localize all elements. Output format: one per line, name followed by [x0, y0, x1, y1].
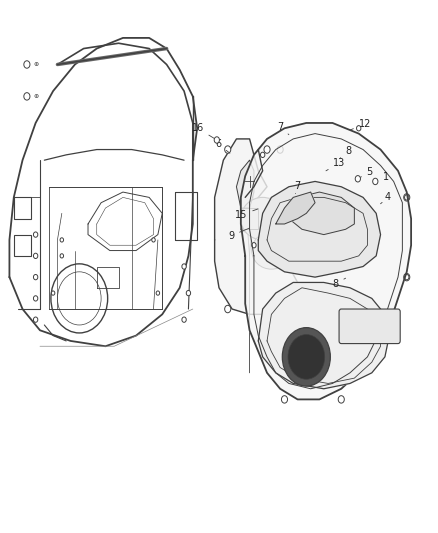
- Text: 1: 1: [375, 172, 389, 182]
- Text: 12: 12: [350, 119, 371, 130]
- Circle shape: [264, 146, 270, 154]
- Circle shape: [282, 395, 288, 403]
- Circle shape: [60, 254, 64, 258]
- Circle shape: [33, 296, 38, 301]
- Circle shape: [60, 238, 64, 242]
- Circle shape: [338, 395, 344, 403]
- Circle shape: [288, 335, 325, 379]
- Circle shape: [404, 193, 410, 201]
- Circle shape: [24, 61, 30, 68]
- Circle shape: [357, 126, 361, 131]
- Polygon shape: [276, 192, 315, 224]
- Polygon shape: [237, 160, 254, 208]
- Circle shape: [33, 274, 38, 280]
- Text: ⊕: ⊕: [33, 94, 39, 99]
- Circle shape: [182, 264, 186, 269]
- Circle shape: [355, 175, 360, 182]
- Text: ⊕: ⊕: [33, 62, 39, 67]
- Text: 8: 8: [332, 278, 346, 288]
- Text: 6: 6: [215, 139, 230, 153]
- Circle shape: [225, 305, 231, 313]
- Circle shape: [283, 328, 330, 386]
- Text: 7: 7: [277, 122, 289, 135]
- Circle shape: [252, 243, 256, 248]
- Text: 4: 4: [381, 192, 391, 204]
- Text: 9: 9: [228, 228, 249, 241]
- Circle shape: [214, 137, 219, 143]
- Circle shape: [51, 291, 55, 295]
- Polygon shape: [258, 282, 389, 389]
- Text: 13: 13: [326, 158, 346, 171]
- Circle shape: [156, 291, 159, 295]
- Circle shape: [405, 274, 409, 280]
- Circle shape: [225, 146, 231, 154]
- Circle shape: [24, 93, 30, 100]
- FancyBboxPatch shape: [339, 309, 400, 344]
- Polygon shape: [215, 139, 297, 314]
- Text: 16: 16: [191, 123, 215, 139]
- Text: 15: 15: [235, 209, 258, 220]
- Circle shape: [33, 253, 38, 259]
- Circle shape: [261, 152, 265, 158]
- Circle shape: [182, 317, 186, 322]
- Circle shape: [286, 300, 292, 308]
- Circle shape: [33, 317, 38, 322]
- Ellipse shape: [241, 197, 285, 240]
- Circle shape: [373, 178, 378, 184]
- Polygon shape: [241, 123, 411, 399]
- Circle shape: [186, 290, 191, 296]
- Text: 5: 5: [360, 167, 373, 177]
- Circle shape: [152, 238, 155, 242]
- Circle shape: [404, 273, 410, 281]
- Text: 8: 8: [340, 146, 352, 158]
- Circle shape: [405, 195, 409, 200]
- Ellipse shape: [252, 232, 291, 269]
- Circle shape: [33, 232, 38, 237]
- Polygon shape: [289, 192, 354, 235]
- Circle shape: [277, 146, 283, 154]
- Polygon shape: [258, 181, 381, 277]
- Text: 7: 7: [294, 181, 301, 193]
- Polygon shape: [241, 208, 258, 229]
